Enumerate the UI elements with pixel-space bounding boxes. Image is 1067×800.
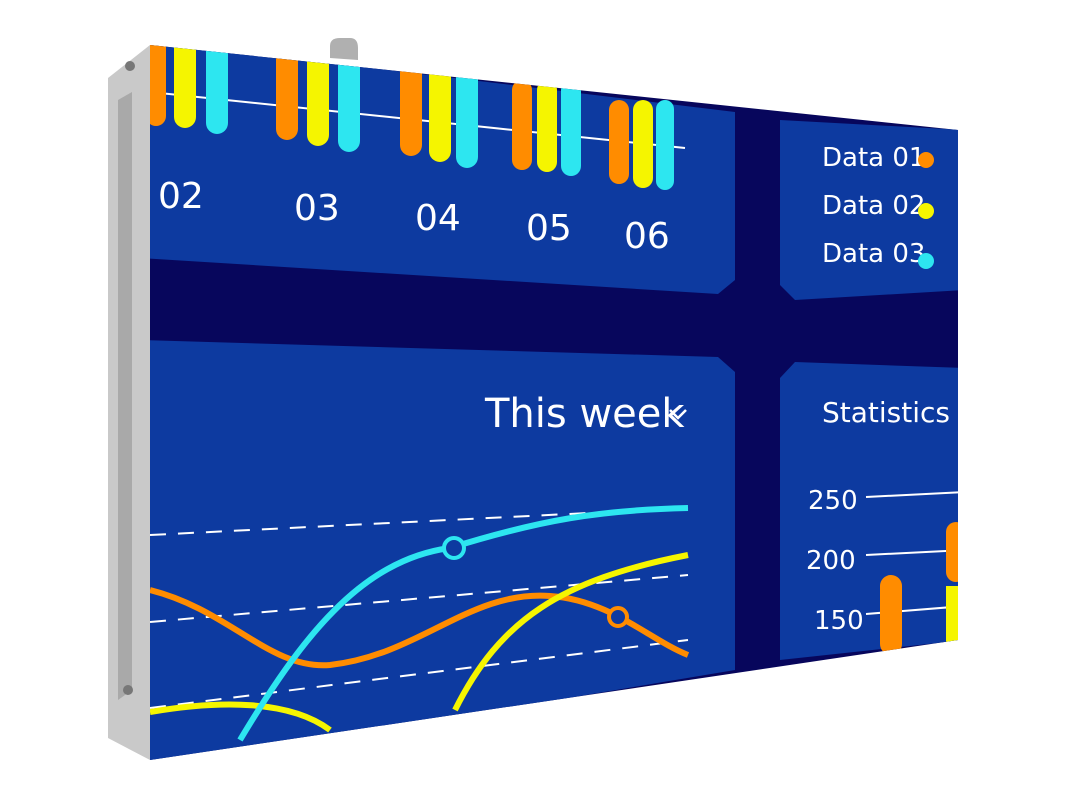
bar <box>880 575 902 655</box>
bar <box>512 80 532 170</box>
bar <box>276 45 298 140</box>
period-selector[interactable]: This week <box>484 391 685 437</box>
bar <box>429 60 451 162</box>
legend-dot <box>918 203 934 219</box>
mount-hook <box>330 38 358 60</box>
bar <box>150 45 166 126</box>
bar <box>946 522 958 582</box>
period-dropdown[interactable]: This week <box>484 391 687 437</box>
legend-label: Data 01 <box>822 143 925 173</box>
bar <box>307 45 329 146</box>
legend-dot <box>918 253 934 269</box>
y-label: 150 <box>814 606 864 636</box>
bar <box>456 60 478 168</box>
y-label: 200 <box>806 546 856 576</box>
legend-label: Data 02 <box>822 191 925 221</box>
frame-screw <box>125 61 135 71</box>
x-labels: 02 03 04 05 06 <box>158 176 670 257</box>
marker <box>442 536 466 560</box>
bar <box>633 100 653 188</box>
bar <box>946 586 958 646</box>
bar <box>537 80 557 172</box>
legend-label: Data 03 <box>822 239 925 269</box>
x-label: 06 <box>624 216 670 257</box>
grid-line <box>865 491 958 498</box>
bar <box>609 100 629 184</box>
y-label: 250 <box>808 486 858 516</box>
x-label: 03 <box>294 188 340 229</box>
stats-title: Statistics 03 <box>822 396 995 429</box>
grid-line <box>150 639 689 709</box>
legend-panel <box>780 120 958 300</box>
stats-panel <box>780 362 958 660</box>
x-label: 02 <box>158 176 204 217</box>
frame-rail <box>118 92 132 700</box>
screen-content: 02 03 04 05 06 Data 01 Data 02 Data 03 T… <box>150 45 995 760</box>
x-label: 05 <box>526 208 572 249</box>
legend-dot <box>918 152 934 168</box>
x-label: 04 <box>415 198 461 239</box>
marker <box>607 606 629 628</box>
bar <box>206 45 228 134</box>
chevron <box>669 409 687 420</box>
bar <box>338 45 360 152</box>
grid-line <box>150 574 689 623</box>
bar-groups <box>150 45 686 190</box>
bar <box>400 60 422 156</box>
bar <box>656 100 674 190</box>
yellow-line <box>150 552 689 733</box>
legend: Data 01 Data 02 Data 03 <box>822 143 934 269</box>
bar <box>561 80 581 176</box>
stats-axis: 250 200 150 <box>806 486 958 655</box>
frame-screw <box>123 685 133 695</box>
bar <box>174 45 196 128</box>
